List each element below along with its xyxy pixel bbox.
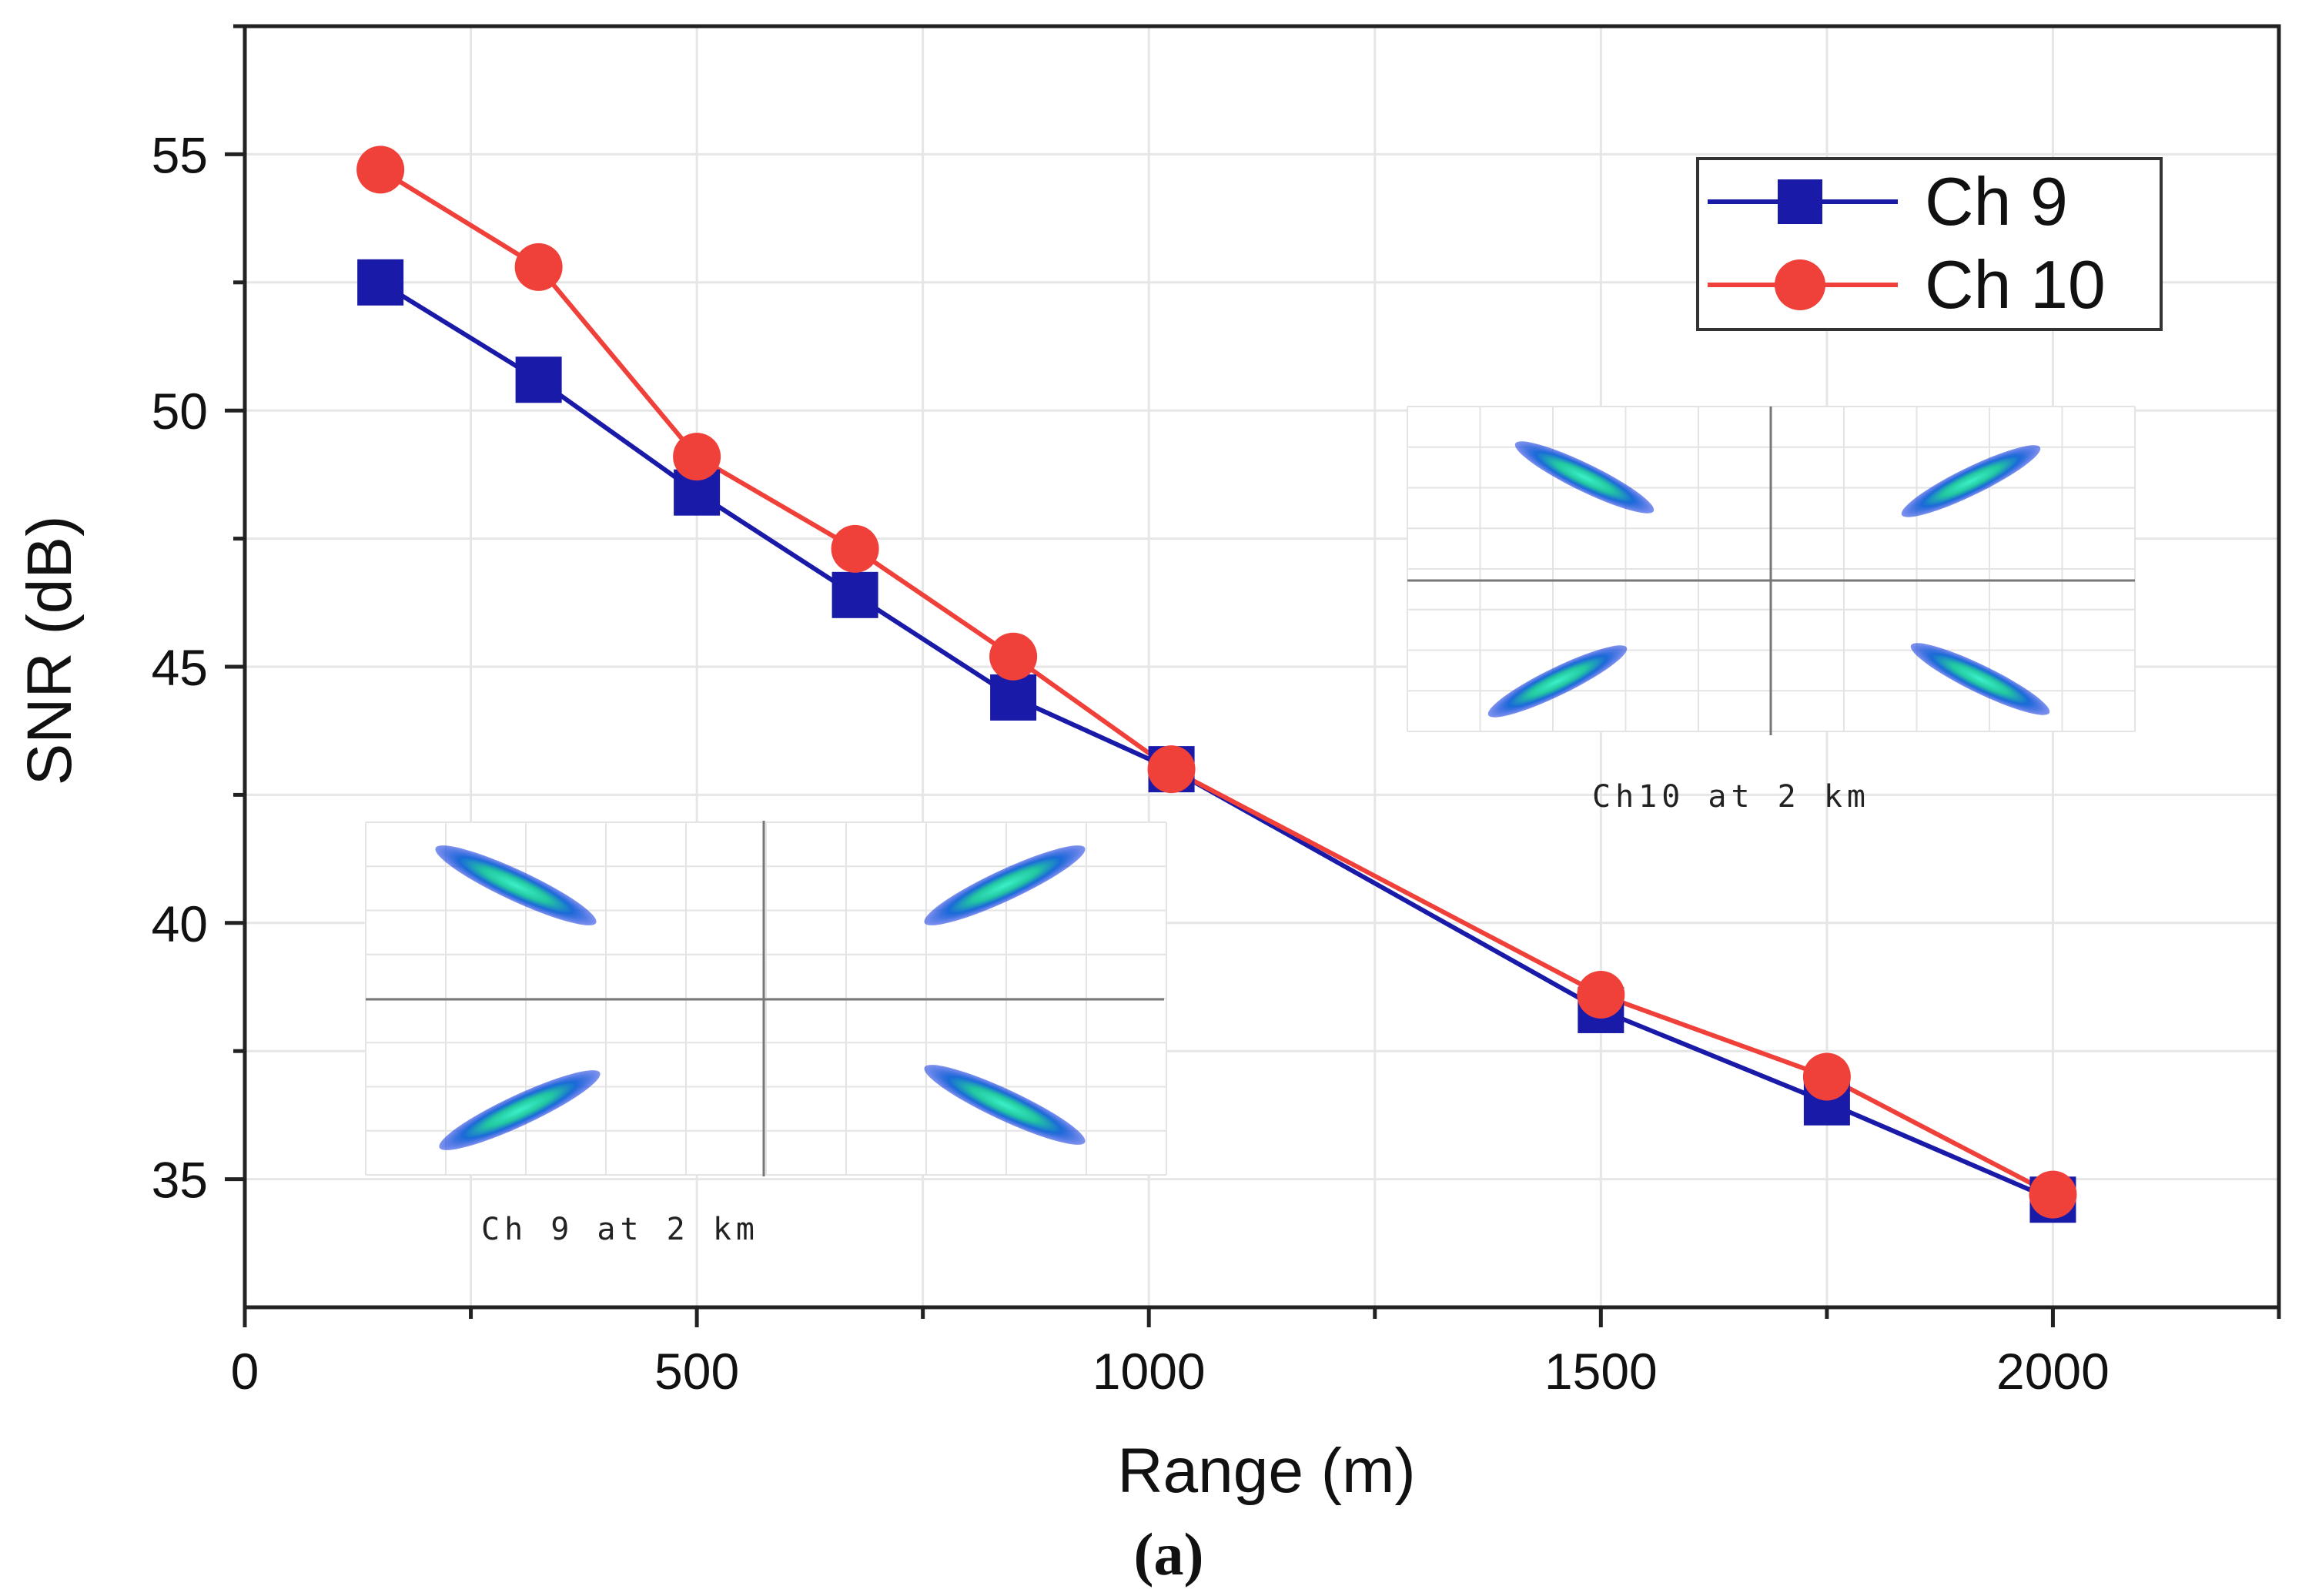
data-point-square: [357, 259, 404, 306]
legend-label-ch10: Ch 10: [1925, 246, 2106, 323]
legend-circle-marker-icon: [1775, 259, 1825, 310]
constellation-point: [924, 845, 1086, 925]
legend-label-ch9: Ch 9: [1925, 163, 2068, 239]
data-point-square: [515, 356, 562, 403]
y-tick-label: 35: [152, 1152, 208, 1209]
x-axis-title: Range (m): [1117, 1436, 1415, 1506]
legend-square-marker-icon: [1778, 179, 1822, 224]
legend-box: [1696, 157, 2163, 331]
constellation-inset-ch9: Ch 9 at 2 km: [365, 821, 1167, 1247]
y-tick-label: 45: [152, 639, 208, 696]
constellation-point: [924, 1065, 1086, 1145]
data-series: [356, 146, 2077, 1223]
x-tick-label: 500: [654, 1343, 739, 1400]
data-point-circle: [1802, 1052, 1851, 1101]
y-tick-label: 50: [152, 383, 208, 440]
data-point-circle: [356, 146, 405, 194]
data-point-square: [990, 674, 1037, 721]
data-point-circle: [1577, 970, 1625, 1019]
y-axis-title: SNR (dB): [15, 516, 85, 786]
x-tick-label: 1000: [1092, 1343, 1206, 1400]
axes: 0 500 1000 1500 2000 35 40 45 50 55: [152, 24, 2281, 1400]
x-tick-label: 0: [231, 1343, 259, 1400]
constellation-point: [1487, 645, 1628, 718]
data-point-square: [831, 571, 878, 618]
data-point-circle: [1147, 745, 1196, 794]
legend[interactable]: Ch 9 Ch 10: [1696, 157, 2163, 331]
x-tick-label: 2000: [1996, 1343, 2110, 1400]
inset-caption-ch10: Ch10 at 2 km: [1592, 779, 1870, 815]
constellation-point: [439, 1070, 601, 1150]
y-tick-label: 55: [152, 126, 208, 183]
constellation-point: [1514, 441, 1655, 514]
constellation-inset-ch10: Ch10 at 2 km: [1407, 406, 2136, 815]
constellation-point: [435, 845, 597, 925]
data-point-circle: [514, 243, 563, 291]
constellation-point: [1910, 643, 2050, 715]
constellation-point: [1901, 445, 2041, 517]
y-tick-label: 40: [152, 895, 208, 952]
data-point-circle: [673, 433, 721, 481]
data-point-circle: [831, 524, 879, 573]
data-point-circle: [2029, 1170, 2077, 1219]
data-point-circle: [989, 632, 1038, 681]
inset-caption-ch9: Ch 9 at 2 km: [481, 1212, 759, 1247]
panel-label: (a): [1134, 1521, 1204, 1588]
x-tick-label: 1500: [1544, 1343, 1658, 1400]
